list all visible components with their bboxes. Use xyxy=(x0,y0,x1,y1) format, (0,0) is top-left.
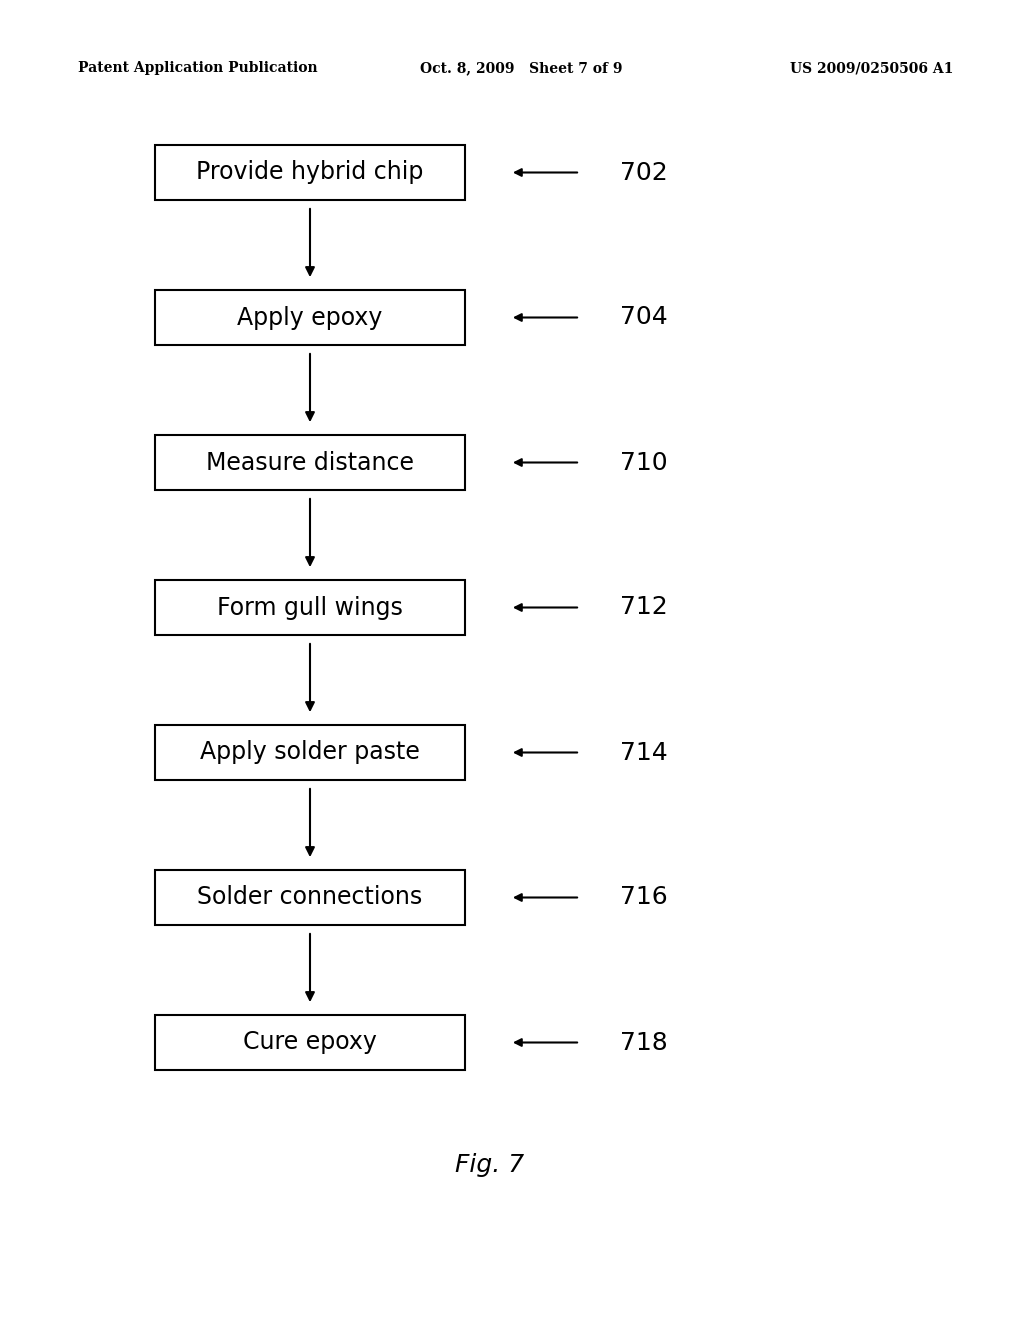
Text: 702: 702 xyxy=(620,161,668,185)
Text: Provide hybrid chip: Provide hybrid chip xyxy=(197,161,424,185)
Bar xyxy=(155,436,465,490)
Text: 716: 716 xyxy=(620,886,668,909)
Text: 718: 718 xyxy=(620,1031,668,1055)
Text: 712: 712 xyxy=(620,595,668,619)
Text: 710: 710 xyxy=(620,450,668,474)
Text: US 2009/0250506 A1: US 2009/0250506 A1 xyxy=(790,61,953,75)
Text: Fig. 7: Fig. 7 xyxy=(456,1152,524,1177)
Bar xyxy=(155,290,465,345)
Text: Oct. 8, 2009   Sheet 7 of 9: Oct. 8, 2009 Sheet 7 of 9 xyxy=(420,61,623,75)
Text: Apply solder paste: Apply solder paste xyxy=(200,741,420,764)
Bar xyxy=(155,579,465,635)
Text: Form gull wings: Form gull wings xyxy=(217,595,402,619)
Bar xyxy=(155,870,465,925)
Bar xyxy=(155,1015,465,1071)
Bar xyxy=(155,725,465,780)
Bar xyxy=(155,145,465,201)
Text: 704: 704 xyxy=(620,305,668,330)
Text: 714: 714 xyxy=(620,741,668,764)
Text: Patent Application Publication: Patent Application Publication xyxy=(78,61,317,75)
Text: Solder connections: Solder connections xyxy=(198,886,423,909)
Text: Measure distance: Measure distance xyxy=(206,450,414,474)
Text: Cure epoxy: Cure epoxy xyxy=(243,1031,377,1055)
Text: Apply epoxy: Apply epoxy xyxy=(238,305,383,330)
